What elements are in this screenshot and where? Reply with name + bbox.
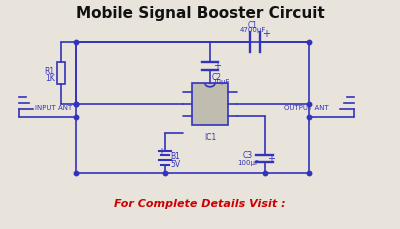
Text: +: + xyxy=(213,60,221,70)
Text: 4700μF: 4700μF xyxy=(240,27,266,33)
Bar xyxy=(192,84,228,125)
Text: R1: R1 xyxy=(44,66,54,75)
Text: C3: C3 xyxy=(243,150,253,159)
Text: INPUT ANT: INPUT ANT xyxy=(35,105,72,111)
Text: B1: B1 xyxy=(170,151,180,160)
Text: +: + xyxy=(262,29,270,39)
Text: 10μF: 10μF xyxy=(212,79,230,85)
Text: 100μF: 100μF xyxy=(237,160,259,166)
Text: C1: C1 xyxy=(248,21,258,30)
Text: For Complete Details Visit :: For Complete Details Visit : xyxy=(114,198,286,208)
Text: 5V: 5V xyxy=(170,159,180,168)
Text: 1K: 1K xyxy=(45,74,54,83)
Text: Mobile Signal Booster Circuit: Mobile Signal Booster Circuit xyxy=(76,6,324,21)
Text: OUTPUT ANT: OUTPUT ANT xyxy=(284,105,329,111)
Bar xyxy=(56,63,66,85)
Text: +: + xyxy=(268,153,276,163)
Text: C2: C2 xyxy=(212,72,222,81)
Text: +: + xyxy=(157,146,165,156)
Text: IC1: IC1 xyxy=(204,132,216,141)
